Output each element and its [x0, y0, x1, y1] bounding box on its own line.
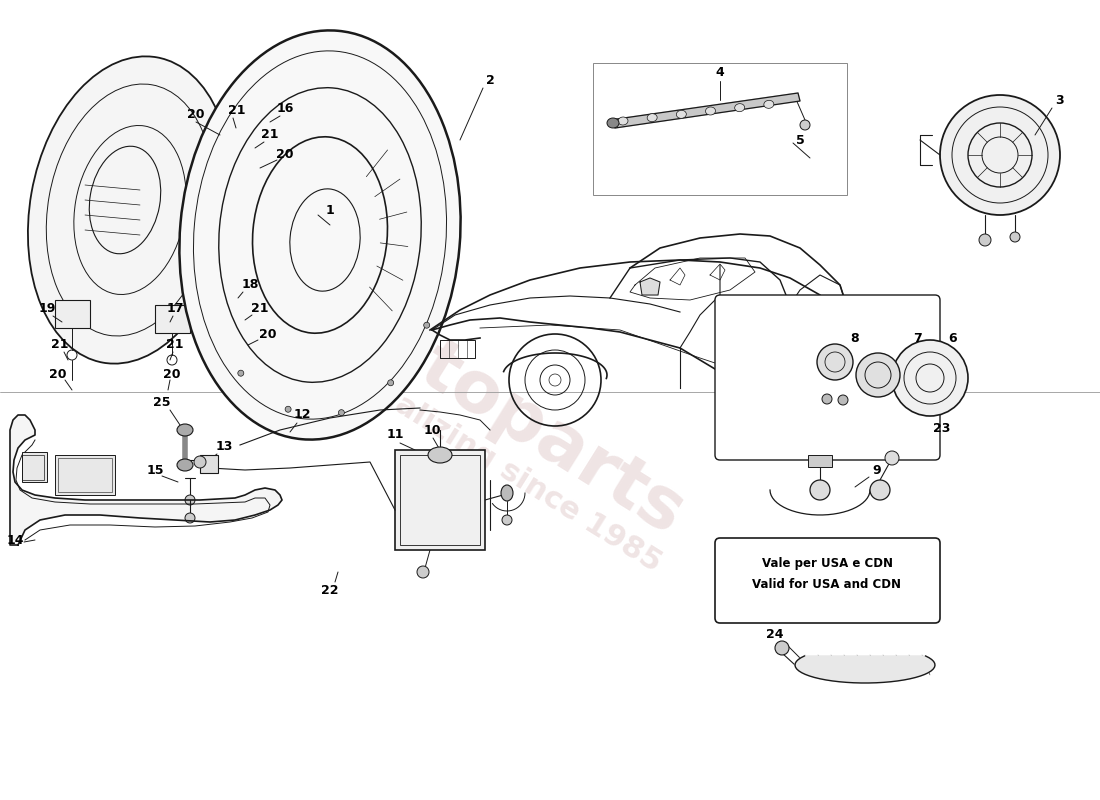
Ellipse shape — [647, 114, 657, 122]
Bar — [395, 450, 485, 550]
Bar — [214, 295, 250, 323]
Text: 13: 13 — [216, 441, 233, 454]
Text: 11: 11 — [386, 429, 404, 442]
Ellipse shape — [238, 370, 244, 376]
Text: 4: 4 — [716, 66, 725, 79]
Text: 12: 12 — [294, 409, 310, 422]
Bar — [808, 455, 832, 467]
Text: 21: 21 — [166, 338, 184, 351]
Ellipse shape — [810, 480, 830, 500]
Bar — [238, 118, 277, 147]
Text: specializing since 1985: specializing since 1985 — [314, 342, 667, 578]
Bar — [593, 63, 847, 195]
Text: 2: 2 — [485, 74, 494, 86]
Text: 20: 20 — [260, 329, 277, 342]
Ellipse shape — [817, 344, 852, 380]
Polygon shape — [795, 656, 935, 683]
Ellipse shape — [28, 56, 232, 364]
Ellipse shape — [1010, 232, 1020, 242]
Text: 5: 5 — [795, 134, 804, 146]
Text: 18: 18 — [241, 278, 258, 291]
Text: Vale per USA e CDN: Vale per USA e CDN — [761, 557, 892, 570]
Ellipse shape — [870, 480, 890, 500]
Polygon shape — [10, 415, 282, 545]
Bar — [58, 458, 112, 492]
Ellipse shape — [177, 424, 192, 436]
Bar — [155, 305, 190, 333]
Ellipse shape — [417, 566, 429, 578]
Text: 20: 20 — [50, 369, 67, 382]
Ellipse shape — [676, 110, 686, 118]
Text: 21: 21 — [262, 129, 278, 142]
Ellipse shape — [424, 322, 430, 328]
Text: 9: 9 — [872, 463, 881, 477]
Text: 21: 21 — [251, 302, 268, 314]
Text: 23: 23 — [933, 422, 950, 434]
Text: autoparts: autoparts — [323, 280, 697, 550]
Text: 21: 21 — [52, 338, 68, 351]
Bar — [22, 452, 47, 482]
Ellipse shape — [387, 380, 394, 386]
Ellipse shape — [886, 451, 899, 465]
Text: 20: 20 — [187, 107, 205, 121]
Text: 10: 10 — [424, 423, 441, 437]
Text: 22: 22 — [321, 583, 339, 597]
Polygon shape — [640, 278, 660, 295]
Ellipse shape — [822, 394, 832, 404]
Ellipse shape — [428, 447, 452, 463]
Bar — [55, 300, 90, 328]
Ellipse shape — [185, 513, 195, 523]
Ellipse shape — [856, 353, 900, 397]
Text: 21: 21 — [229, 103, 245, 117]
Ellipse shape — [763, 100, 773, 108]
Text: 25: 25 — [153, 395, 170, 409]
Text: 19: 19 — [39, 302, 56, 314]
Ellipse shape — [838, 395, 848, 405]
Bar — [440, 340, 475, 358]
Text: 16: 16 — [276, 102, 294, 114]
Text: 7: 7 — [914, 331, 923, 345]
Ellipse shape — [185, 495, 195, 505]
Ellipse shape — [500, 485, 513, 501]
FancyBboxPatch shape — [715, 295, 940, 460]
Ellipse shape — [607, 118, 619, 128]
Bar — [400, 455, 480, 545]
Text: 3: 3 — [1056, 94, 1065, 106]
Ellipse shape — [940, 95, 1060, 215]
Ellipse shape — [177, 459, 192, 471]
Ellipse shape — [776, 641, 789, 655]
Text: 1: 1 — [326, 203, 334, 217]
FancyBboxPatch shape — [715, 538, 940, 623]
Polygon shape — [610, 93, 800, 128]
Text: 8: 8 — [850, 331, 859, 345]
Ellipse shape — [339, 410, 344, 416]
Text: 15: 15 — [146, 463, 164, 477]
Ellipse shape — [705, 107, 715, 115]
Text: 17: 17 — [166, 302, 184, 314]
Bar — [22, 455, 44, 480]
Ellipse shape — [194, 456, 206, 468]
Bar — [235, 115, 280, 150]
Ellipse shape — [502, 515, 512, 525]
Text: 6: 6 — [948, 331, 957, 345]
Ellipse shape — [735, 104, 745, 112]
Bar — [55, 455, 116, 495]
Bar — [200, 455, 218, 473]
Ellipse shape — [179, 30, 461, 439]
Text: 20: 20 — [163, 369, 180, 382]
Ellipse shape — [285, 406, 292, 412]
Text: 24: 24 — [767, 629, 783, 642]
Ellipse shape — [892, 340, 968, 416]
Text: 20: 20 — [276, 149, 294, 162]
Ellipse shape — [979, 234, 991, 246]
Ellipse shape — [800, 120, 810, 130]
Ellipse shape — [618, 117, 628, 125]
Text: Valid for USA and CDN: Valid for USA and CDN — [752, 578, 902, 591]
Text: 14: 14 — [7, 534, 24, 546]
